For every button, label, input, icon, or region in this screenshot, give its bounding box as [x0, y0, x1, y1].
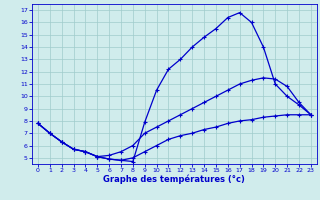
X-axis label: Graphe des températures (°c): Graphe des températures (°c) — [103, 175, 245, 184]
